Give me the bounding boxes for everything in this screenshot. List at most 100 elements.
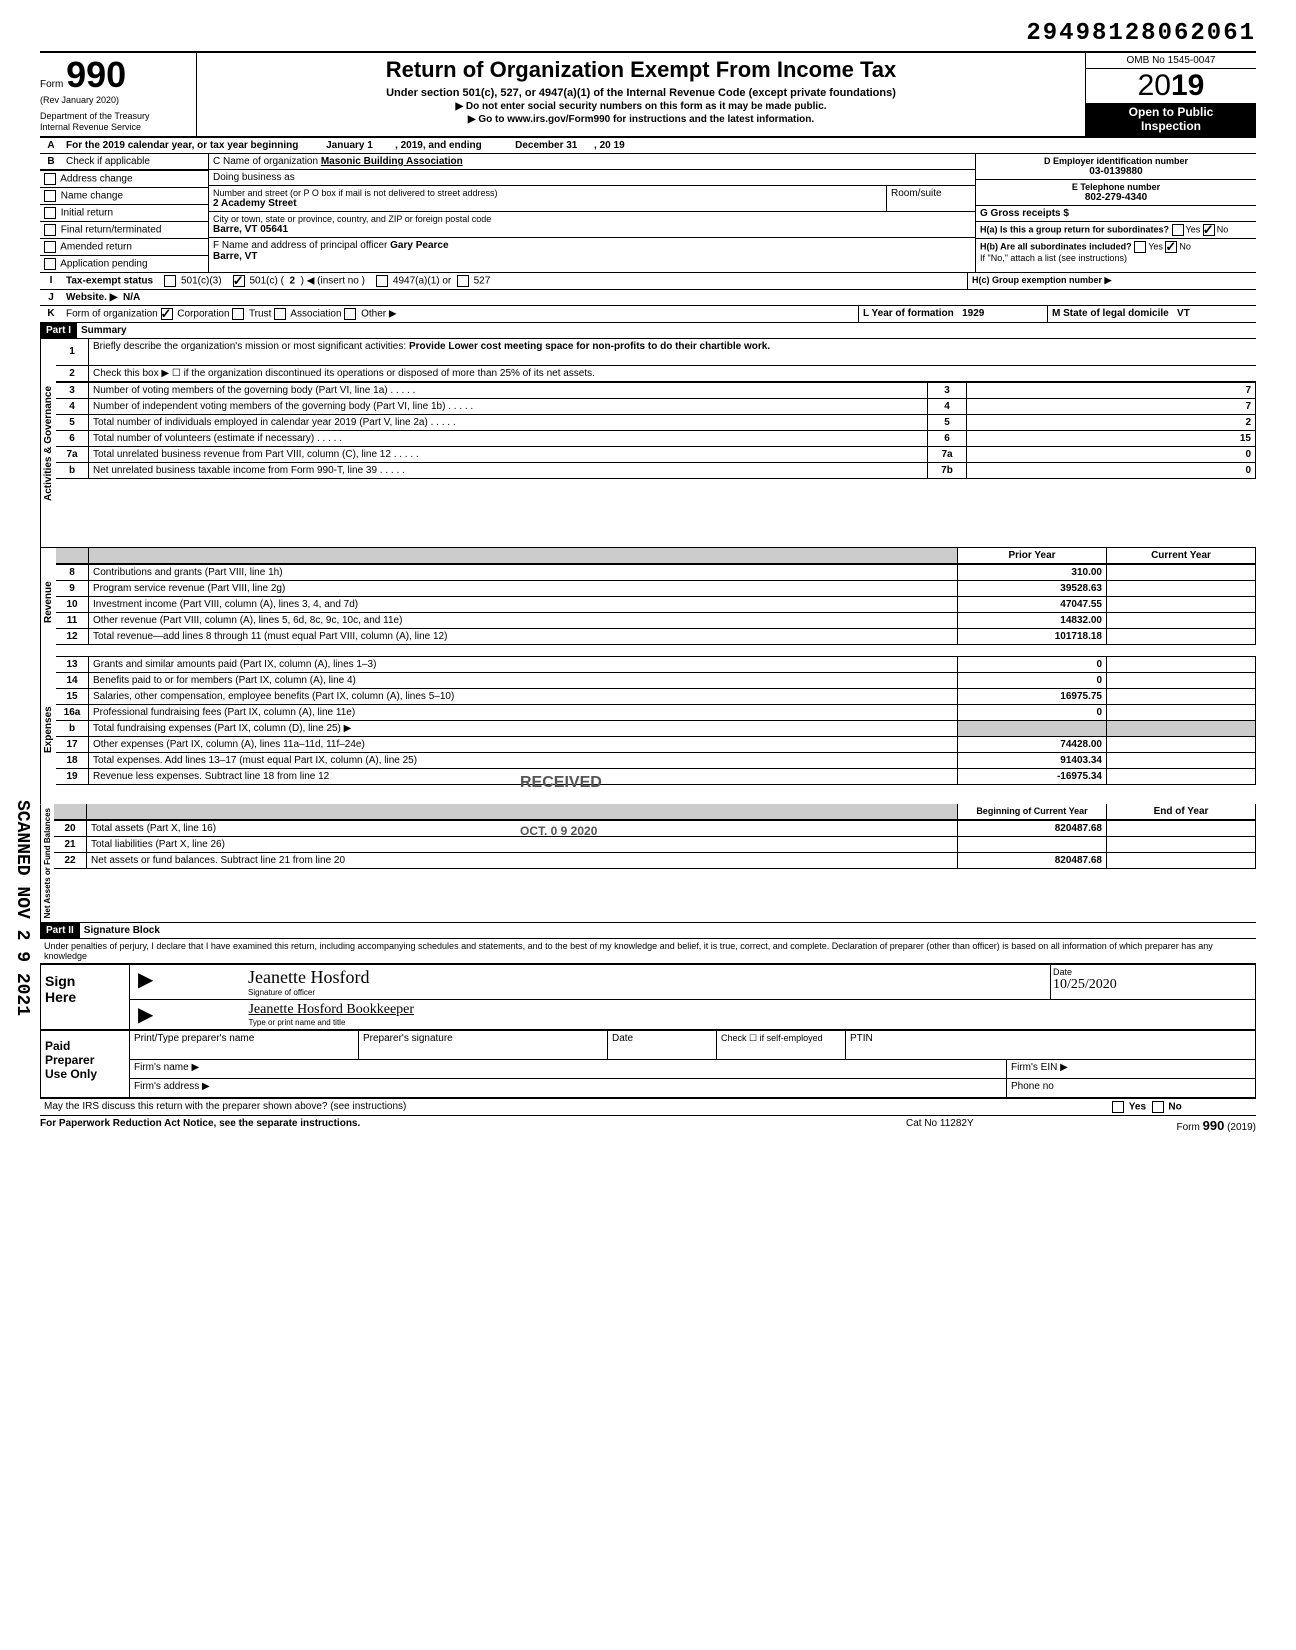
mission: Provide Lower cost meeting space for non… [409,341,770,352]
officer-addr: Barre, VT [213,251,257,262]
phone-label: Phone no [1006,1079,1255,1097]
part-2-title: Signature Block [80,923,164,938]
b-opt-label: Name change [61,190,123,201]
part-1-header: Part I [40,323,77,338]
f-label: F Name and address of principal officer [213,240,387,251]
revision: (Rev January 2020) [40,95,190,105]
b-opt-label: Application pending [60,258,147,269]
b-check[interactable] [44,207,56,219]
vert-net: Net Assets or Fund Balances [40,804,54,922]
sign-here-label: SignHere [41,965,130,1029]
part-1-title: Summary [77,323,131,338]
omb-number: OMB No 1545-0047 [1086,53,1256,69]
line-a-year: , 20 19 [594,140,625,151]
d-label: D Employer identification number [980,156,1252,166]
firm-ein-label: Firm's EIN ▶ [1006,1060,1255,1078]
discuss-label: May the IRS discuss this return with the… [40,1099,1108,1115]
vert-revenue: Revenue [40,548,56,656]
firm-addr-label: Firm's address ▶ [130,1079,1006,1097]
address: 2 Academy Street [213,198,297,209]
ha-no[interactable] [1203,224,1215,236]
i-501c-check[interactable] [233,275,245,287]
ha-yes[interactable] [1172,224,1184,236]
discuss-no[interactable] [1152,1101,1164,1113]
i-527-check[interactable] [457,275,469,287]
k-assoc-check[interactable] [274,308,286,320]
year-formation: 1929 [962,308,984,319]
b-opt-label: Address change [60,173,132,184]
line2: Check this box ▶ ☐ if the organization d… [89,365,1257,381]
firm-name-label: Firm's name ▶ [130,1060,1006,1078]
b-check[interactable] [44,224,56,236]
hb-yes[interactable] [1134,241,1146,253]
current-year-header: Current Year [1151,550,1211,561]
year-end: December 31 [515,140,577,151]
k-corp-check[interactable] [161,308,173,320]
form-header: Form 990 (Rev January 2020) Department o… [40,51,1256,138]
dept-treasury: Department of the Treasury [40,111,190,122]
b-opt-label: Initial return [61,207,113,218]
k-trust: Trust [249,308,271,319]
city-label: City or town, state or province, country… [213,214,971,224]
prep-date-label: Date [608,1031,717,1059]
received-stamp: RECEIVED [520,774,602,792]
irs: Internal Revenue Service [40,122,190,133]
ha-label: H(a) Is this a group return for subordin… [980,224,1169,234]
form-number: 990 [66,54,126,95]
k-corp: Corporation [177,308,229,319]
instruction-2: ▶ Go to www.irs.gov/Form990 for instruct… [205,114,1077,125]
paid-preparer-label: PaidPreparerUse Only [41,1031,130,1097]
hb-no[interactable] [1165,241,1177,253]
i-4947-check[interactable] [376,275,388,287]
g-label: G Gross receipts $ [980,208,1069,219]
website: N/A [123,292,140,303]
discuss-yes[interactable] [1112,1101,1124,1113]
open-public-2: Inspection [1088,119,1254,133]
b-check[interactable] [44,241,56,253]
phone: 802-279-4340 [1085,192,1147,203]
b-check[interactable] [44,258,56,270]
line1-label: Briefly describe the organization's miss… [93,341,406,352]
k-other: Other ▶ [361,308,396,319]
b-check[interactable] [44,173,56,185]
m-label: M State of legal domicile [1052,308,1169,319]
org-name: Masonic Building Association [321,156,463,167]
date-label: Date [1053,967,1253,977]
signature: Jeanette Hosford [248,967,1048,988]
hb-label: H(b) Are all subordinates included? [980,241,1132,251]
open-public-1: Open to Public [1088,105,1254,119]
check-if-applicable: Check if applicable [62,154,154,169]
part-2-header: Part II [40,923,80,938]
print-name-label: Type or print name and title [248,1018,1253,1027]
city-state-zip: Barre, VT 05641 [213,224,288,235]
sig-officer-label: Signature of officer [248,988,1048,997]
dba-label: Doing business as [209,170,299,185]
k-trust-check[interactable] [232,308,244,320]
i-label: Tax-exempt status [66,275,153,286]
year-begin: January 1 [326,140,373,151]
l-label: L Year of formation [863,308,954,319]
perjury-text: Under penalties of perjury, I declare th… [40,939,1256,964]
form-footer: Form 990 (2019) [1106,1118,1256,1133]
b-check[interactable] [44,190,56,202]
instruction-1: ▶ Do not enter social security numbers o… [205,101,1077,112]
hc-label: H(c) Group exemption number ▶ [972,275,1111,285]
e-label: E Telephone number [980,182,1252,192]
scanned-stamp: SCANNED NOV 2 9 2021 [12,800,32,1016]
line-a-letter: A [40,138,62,153]
vert-expenses: Expenses [40,656,56,804]
prep-name-label: Print/Type preparer's name [130,1031,359,1059]
tax-year: 2019 [1086,69,1256,103]
ein: 03-0139880 [1089,166,1142,177]
line-a-text: For the 2019 calendar year, or tax year … [66,140,298,151]
form-subtitle: Under section 501(c), 527, or 4947(a)(1)… [205,87,1077,99]
prep-check-label: Check ☐ if self-employed [717,1031,846,1059]
sig-date-value: 10/25/2020 [1053,977,1253,993]
i-501c3-check[interactable] [164,275,176,287]
end-header: End of Year [1154,806,1209,817]
k-label: Form of organization [66,308,158,319]
i-501c-num: 2 [289,275,295,286]
k-other-check[interactable] [344,308,356,320]
b-opt-label: Final return/terminated [61,224,162,235]
ptin-label: PTIN [846,1031,1255,1059]
